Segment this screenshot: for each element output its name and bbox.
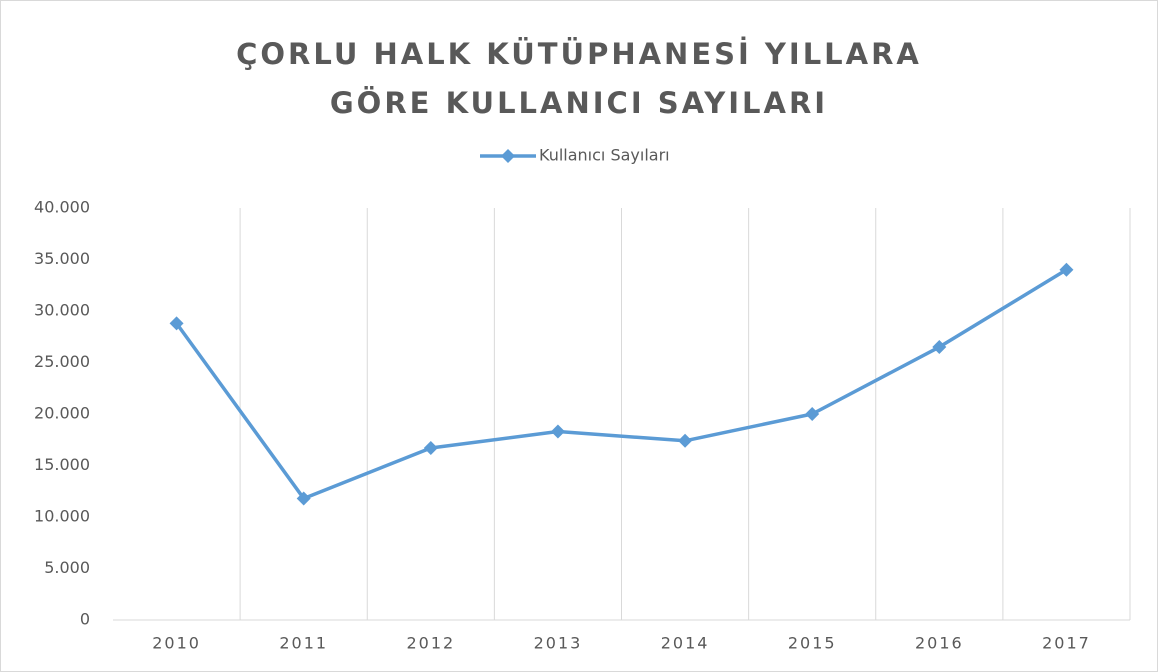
y-tick-label: 0 — [80, 610, 90, 629]
y-tick-label: 35.000 — [34, 249, 90, 268]
x-tick-label: 2014 — [661, 634, 710, 653]
y-tick-label: 20.000 — [34, 404, 90, 423]
line-series — [175, 268, 1068, 501]
x-tick-label: 2012 — [406, 634, 455, 653]
data-point — [678, 433, 693, 448]
data-point — [550, 424, 565, 439]
x-tick-label: 2016 — [915, 634, 964, 653]
y-tick-label: 40.000 — [34, 198, 90, 217]
y-tick-label: 5.000 — [44, 558, 90, 577]
x-tick-label: 2013 — [534, 634, 583, 653]
data-point — [169, 316, 184, 331]
y-tick-label: 25.000 — [34, 352, 90, 371]
chart-title: ÇORLU HALK KÜTÜPHANESİ YILLARA GÖRE KULL… — [236, 37, 922, 120]
y-tick-label: 30.000 — [34, 301, 90, 320]
data-point — [296, 491, 311, 506]
y-tick-label: 15.000 — [34, 455, 90, 474]
data-point — [1059, 262, 1074, 277]
data-point — [805, 407, 820, 421]
x-tick-label: 2015 — [788, 634, 837, 653]
x-tick-label: 2010 — [152, 634, 201, 653]
x-tick-label: 2017 — [1042, 634, 1091, 653]
data-point — [932, 340, 947, 355]
x-tick-label: 2011 — [279, 634, 328, 653]
y-tick-label: 10.000 — [34, 507, 90, 526]
data-point — [423, 440, 438, 455]
legend-marker — [501, 149, 515, 163]
legend-label: Kullanıcı Sayıları — [539, 146, 670, 165]
